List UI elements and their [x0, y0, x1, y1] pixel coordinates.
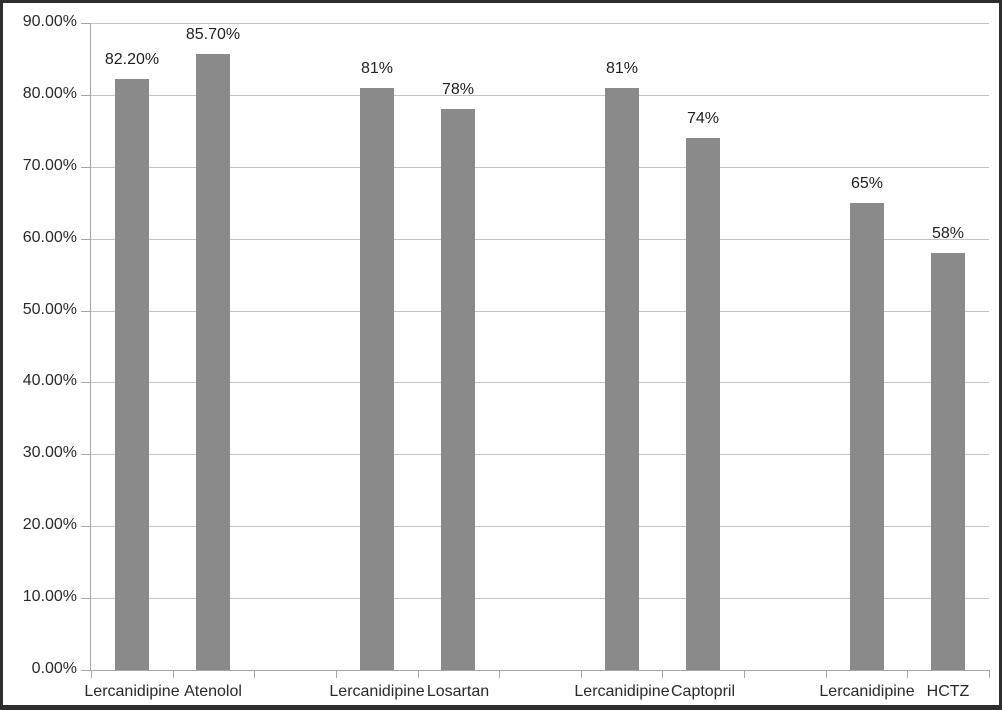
x-axis-tick: [173, 670, 174, 678]
y-axis-tick: [81, 454, 90, 455]
x-axis-tick: [989, 670, 990, 678]
bar-value-label: 74%: [686, 110, 720, 127]
x-axis-category-label: Atenolol: [184, 683, 242, 700]
y-axis-tick: [81, 311, 90, 312]
y-axis-tick-label: 0.00%: [31, 660, 77, 677]
y-axis-tick-label: 10.00%: [22, 588, 77, 605]
plot-area: 0.00% 10.00% 20.00% 30.00% 40.00% 50.00% 60.00…: [23, 13, 990, 700]
y-axis-tick: [81, 598, 90, 599]
bar-value-label: 78%: [441, 81, 475, 98]
x-axis-tick: [744, 670, 745, 678]
x-axis-category-label: Captopril: [670, 683, 736, 700]
gridline: [91, 382, 989, 383]
y-axis-tick-label: 80.00%: [22, 85, 77, 102]
y-axis-tick-label: 20.00%: [22, 516, 77, 533]
bar-value-label: 65%: [850, 175, 884, 192]
x-axis-tick: [581, 670, 582, 678]
x-axis-category-label: Lercanidipine: [574, 683, 670, 700]
gridline: [91, 23, 989, 24]
bar-losartan: [441, 109, 475, 670]
y-axis-tick-label: 40.00%: [22, 372, 77, 389]
y-axis-tick-label: 70.00%: [22, 157, 77, 174]
y-axis-tick: [81, 670, 90, 671]
y-axis-tick-label: 30.00%: [22, 444, 77, 461]
y-axis-tick: [81, 95, 90, 96]
bar-value-label: 85.70%: [185, 26, 241, 43]
y-axis-tick: [81, 382, 90, 383]
gridline: [91, 454, 989, 455]
x-axis-category-label: Lercanidipine: [84, 683, 180, 700]
x-axis-category-label: Losartan: [426, 683, 490, 700]
bar-hctz: [931, 253, 965, 670]
x-axis-tick: [418, 670, 419, 678]
y-axis-tick: [81, 167, 90, 168]
x-axis-tick: [662, 670, 663, 678]
x-axis-tick: [254, 670, 255, 678]
bar-lercanidipine: [360, 88, 394, 670]
gridline: [91, 239, 989, 240]
x-axis-tick: [907, 670, 908, 678]
x-axis-category-label: HCTZ: [926, 683, 970, 700]
gridline: [91, 311, 989, 312]
bar-lercanidipine: [850, 203, 884, 670]
y-axis-tick: [81, 526, 90, 527]
x-axis-tick: [826, 670, 827, 678]
bar-lercanidipine: [605, 88, 639, 670]
y-axis-tick: [81, 239, 90, 240]
bar-value-label: 81%: [605, 60, 639, 77]
bar-captopril: [686, 138, 720, 670]
y-axis-tick-label: 60.00%: [22, 229, 77, 246]
x-axis-tick: [91, 670, 92, 678]
x-axis-tick: [499, 670, 500, 678]
x-axis-category-label: Lercanidipine: [329, 683, 425, 700]
y-axis-tick-label: 50.00%: [22, 301, 77, 318]
bar-value-label: 81%: [360, 60, 394, 77]
bar-atenolol: [196, 54, 230, 670]
y-axis-tick-label: 90.00%: [22, 13, 77, 30]
gridline: [91, 167, 989, 168]
bar-value-label: 58%: [931, 225, 965, 242]
bar-lercanidipine: [115, 79, 149, 670]
y-axis-tick: [81, 23, 90, 24]
gridline: [91, 598, 989, 599]
x-axis-tick: [336, 670, 337, 678]
x-axis-category-label: Lercanidipine: [819, 683, 915, 700]
bar-value-label: 82.20%: [104, 51, 160, 68]
gridline: [91, 526, 989, 527]
gridline: [91, 95, 989, 96]
